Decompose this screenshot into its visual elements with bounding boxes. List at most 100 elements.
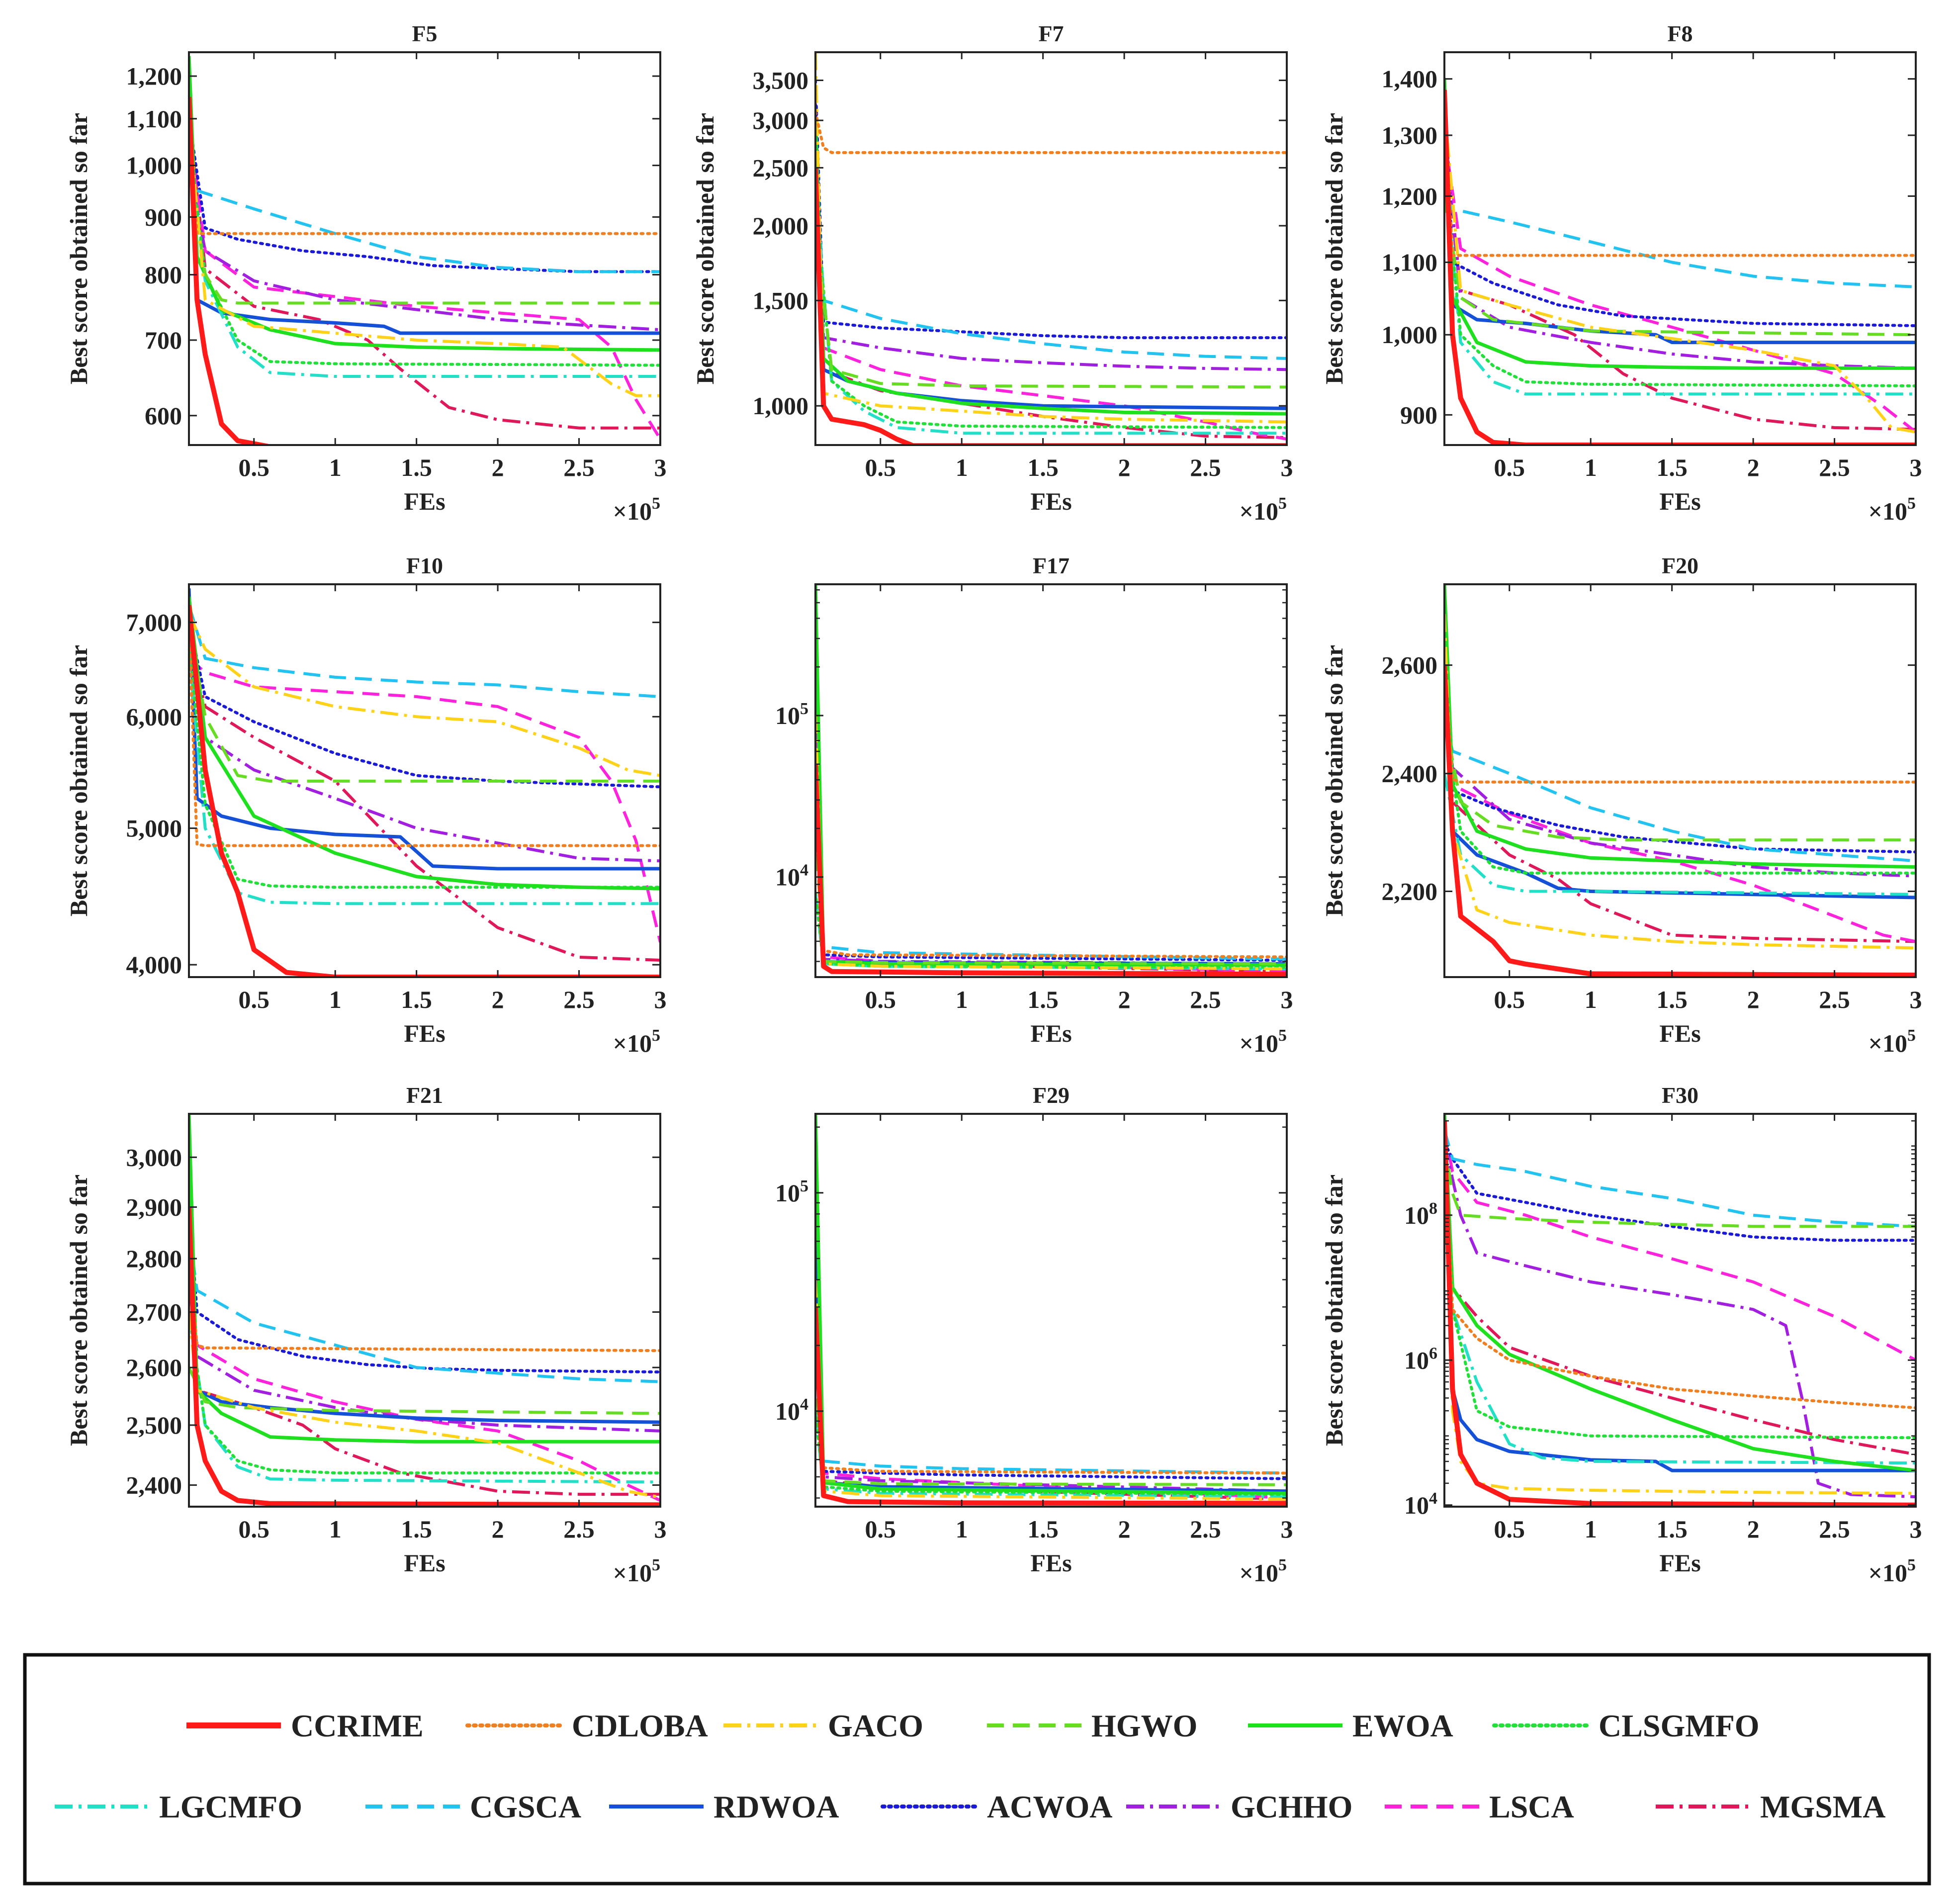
x-axis-label: FEs (404, 487, 445, 515)
series-line-gaco (815, 715, 1287, 971)
y-tick-label: 1,300 (1382, 121, 1438, 149)
x-tick-label: 0.5 (1494, 453, 1525, 481)
x-tick-label: 0.5 (239, 1515, 270, 1543)
series-line-acwoa (189, 1205, 660, 1374)
series-group (815, 1114, 1287, 1506)
panel-title: F10 (406, 553, 443, 578)
panel-f20: F20 0.5 1 1.5 2 2.5 3 2,200 2,400 2,600 FEs ×105 Bes… (1320, 553, 1922, 1057)
x-multiplier-base: ×10 (1240, 1029, 1279, 1057)
y-tick-base: 10 (775, 1397, 800, 1425)
series-group (1444, 584, 1916, 977)
y-axis-label: Best score obtained so far (1320, 113, 1348, 384)
panel-f5: F5 0.5 1 1.5 2 2.5 3 600 700 800 900 1,000 1,100 1,20… (65, 21, 667, 525)
y-tick-exponent: 4 (1429, 1489, 1437, 1508)
x-tick-label: 2.5 (1819, 986, 1850, 1013)
x-tick-label: 2 (1118, 986, 1131, 1013)
series-line-cgsca (1444, 195, 1916, 288)
x-tick-label: 0.5 (865, 1515, 896, 1543)
x-tick-label: 2 (1747, 1515, 1760, 1543)
y-axis-label: Best score obtained so far (691, 113, 719, 384)
series-line-ewoa (1444, 1114, 1916, 1472)
y-tick-label: 900 (1400, 401, 1437, 429)
series-line-cgsca (189, 165, 660, 273)
x-tick-label: 1.5 (1656, 453, 1688, 481)
legend-label: CDLOBA (572, 1708, 708, 1743)
y-axis-label: Best score obtained so far (65, 113, 92, 384)
series-line-mgsma (1444, 639, 1916, 943)
x-multiplier-exponent: 5 (1278, 1026, 1287, 1045)
panel-f7: F7 0.5 1 1.5 2 2.5 3 1,000 1,500 2,000 2,500 3,000 3… (691, 21, 1293, 525)
series-line-rdwoa (189, 1258, 660, 1424)
series-line-acwoa (189, 117, 660, 273)
series-line-gchho (815, 1192, 1287, 1493)
y-tick-label: 2,200 (1382, 878, 1438, 905)
axes-box (814, 583, 1288, 978)
x-axis-label: FEs (1659, 1549, 1700, 1577)
x-axis-label: FEs (1030, 1019, 1071, 1047)
series-line-gchho (815, 103, 1287, 371)
series-line-ccrime (1444, 665, 1916, 977)
x-tick-label: 0.5 (239, 986, 270, 1013)
legend-label: LSCA (1489, 1789, 1574, 1824)
x-tick-label: 2.5 (1819, 453, 1850, 481)
panel-title: F17 (1033, 553, 1069, 578)
series-line-hgwo (815, 828, 1287, 966)
series-line-hgwo (815, 225, 1287, 389)
x-axis-label: FEs (404, 1549, 445, 1577)
series-line-cdloba (815, 110, 1287, 154)
x-multiplier-exponent: 5 (652, 1026, 660, 1045)
y-tick-exponent: 4 (800, 1395, 808, 1414)
x-tick-label: 1.5 (1027, 453, 1059, 481)
x-tick-label: 2.5 (1190, 453, 1221, 481)
panel-title: F20 (1662, 553, 1698, 578)
x-axis-label: FEs (404, 1019, 445, 1047)
x-multiplier-base: ×10 (613, 1559, 652, 1587)
x-tick-label: 3 (1910, 1515, 1922, 1543)
series-line-gaco (189, 118, 660, 397)
series-line-cdloba (1444, 1141, 1916, 1410)
series-group (189, 56, 660, 445)
series-line-acwoa (815, 79, 1287, 340)
legend-item-cdloba: CDLOBA (465, 1708, 708, 1743)
y-tick-label: 105 (775, 1177, 808, 1207)
series-line-lsca (815, 1202, 1287, 1500)
y-tick-label: 3,500 (753, 67, 809, 94)
axes-box (814, 1113, 1288, 1508)
series-line-ccrime (1444, 90, 1916, 445)
y-tick-label: 104 (775, 1395, 808, 1425)
series-line-cgsca (815, 138, 1287, 360)
series-line-hgwo (189, 622, 660, 783)
series-line-ccrime (815, 168, 1287, 445)
axes-box (188, 583, 661, 978)
series-line-lgcmfo (189, 1312, 660, 1484)
x-tick-label: 1.5 (1027, 1515, 1059, 1543)
x-multiplier: ×105 (1869, 494, 1916, 525)
series-line-ewoa (189, 596, 660, 891)
x-tick-label: 1 (329, 1515, 342, 1543)
series-line-lsca (1444, 639, 1916, 943)
y-tick-label: 2,600 (1382, 651, 1438, 679)
series-line-gaco (1444, 106, 1916, 434)
y-tick-base: 10 (775, 863, 800, 891)
x-multiplier: ×105 (1240, 1556, 1287, 1587)
series-line-gchho (815, 751, 1287, 966)
x-tick-label: 2.5 (563, 1515, 595, 1543)
y-tick-label: 2,000 (753, 212, 809, 240)
x-tick-label: 3 (654, 453, 667, 481)
legend-item-mgsma: MGSMA (1656, 1789, 1885, 1824)
series-line-gaco (1444, 1142, 1916, 1495)
axes-box (814, 51, 1288, 446)
series-line-ccrime (815, 764, 1287, 977)
series-line-acwoa (1444, 77, 1916, 327)
y-tick-label: 600 (145, 402, 182, 430)
series-line-lsca (1444, 135, 1916, 434)
x-tick-label: 1 (956, 1515, 968, 1543)
series-group (815, 584, 1287, 977)
y-tick-label: 3,000 (753, 106, 809, 134)
x-tick-label: 2.5 (563, 453, 595, 481)
series-line-rdwoa (189, 118, 660, 335)
x-tick-label: 1 (1585, 986, 1597, 1013)
x-multiplier-base: ×10 (613, 1029, 652, 1057)
y-tick-base: 10 (1404, 1346, 1429, 1374)
